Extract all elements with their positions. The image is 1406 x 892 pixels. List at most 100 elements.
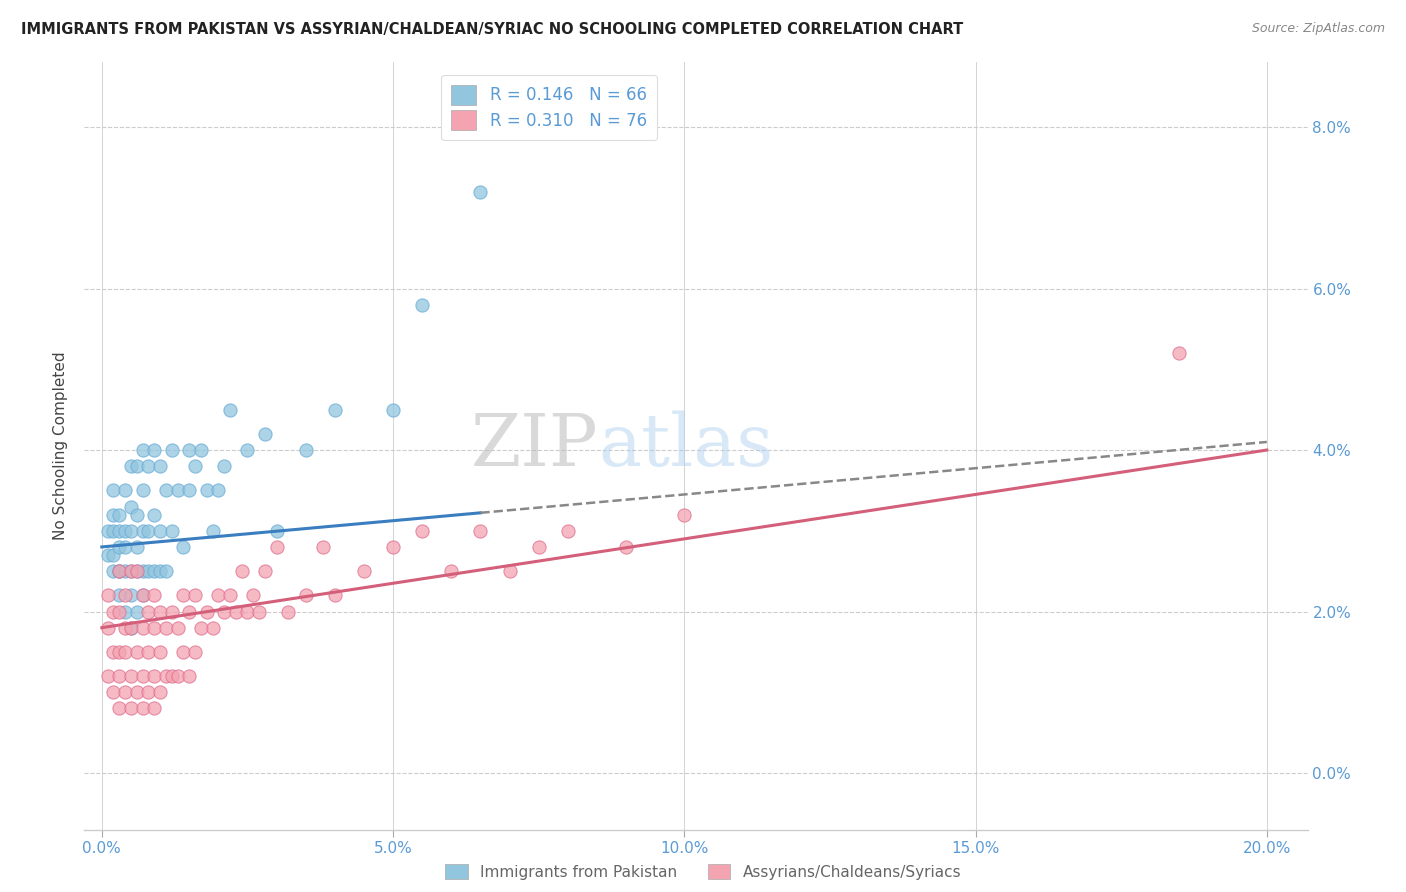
Point [382, 540, 405, 554]
Point [143, 443, 166, 458]
Point [172, 540, 194, 554]
Point [236, 443, 259, 458]
Point [242, 588, 264, 602]
Point [114, 645, 136, 659]
Point [120, 621, 142, 635]
Point [103, 508, 125, 522]
Point [172, 588, 194, 602]
Point [114, 540, 136, 554]
Point [179, 605, 201, 619]
Point [138, 564, 160, 578]
Point [231, 564, 253, 578]
Point [120, 588, 142, 602]
Point [108, 540, 131, 554]
Point [143, 669, 166, 683]
Point [131, 588, 153, 602]
Point [131, 564, 153, 578]
Point [411, 298, 433, 312]
Point [190, 443, 212, 458]
Point [114, 588, 136, 602]
Text: IMMIGRANTS FROM PAKISTAN VS ASSYRIAN/CHALDEAN/SYRIAC NO SCHOOLING COMPLETED CORR: IMMIGRANTS FROM PAKISTAN VS ASSYRIAN/CHA… [21, 22, 963, 37]
Text: Source: ZipAtlas.com: Source: ZipAtlas.com [1251, 22, 1385, 36]
Point [138, 645, 160, 659]
Point [114, 621, 136, 635]
Point [166, 669, 188, 683]
Point [382, 402, 405, 417]
Point [120, 621, 142, 635]
Point [411, 524, 433, 538]
Point [149, 459, 172, 474]
Point [236, 605, 259, 619]
Point [166, 483, 188, 498]
Point [108, 564, 131, 578]
Point [108, 605, 131, 619]
Point [114, 564, 136, 578]
Point [155, 669, 177, 683]
Point [114, 685, 136, 699]
Point [172, 645, 194, 659]
Point [225, 605, 247, 619]
Point [103, 685, 125, 699]
Point [253, 426, 276, 441]
Point [312, 540, 335, 554]
Point [125, 685, 148, 699]
Point [125, 508, 148, 522]
Point [138, 605, 160, 619]
Point [323, 588, 346, 602]
Point [143, 588, 166, 602]
Point [470, 524, 492, 538]
Point [108, 669, 131, 683]
Point [103, 564, 125, 578]
Point [498, 564, 520, 578]
Legend: R = 0.146   N = 66, R = 0.310   N = 76: R = 0.146 N = 66, R = 0.310 N = 76 [441, 75, 657, 140]
Point [125, 645, 148, 659]
Point [207, 483, 229, 498]
Point [125, 605, 148, 619]
Point [108, 524, 131, 538]
Point [131, 669, 153, 683]
Point [149, 524, 172, 538]
Point [294, 443, 316, 458]
Point [131, 588, 153, 602]
Point [97, 524, 120, 538]
Point [614, 540, 637, 554]
Point [470, 185, 492, 199]
Point [108, 564, 131, 578]
Text: ZIP: ZIP [471, 410, 598, 482]
Point [207, 588, 229, 602]
Point [179, 669, 201, 683]
Point [131, 621, 153, 635]
Point [131, 443, 153, 458]
Point [143, 508, 166, 522]
Point [143, 701, 166, 715]
Point [179, 443, 201, 458]
Point [673, 508, 696, 522]
Point [103, 524, 125, 538]
Point [247, 605, 270, 619]
Point [149, 605, 172, 619]
Point [184, 645, 207, 659]
Point [149, 645, 172, 659]
Point [212, 459, 235, 474]
Point [527, 540, 550, 554]
Point [114, 605, 136, 619]
Point [108, 508, 131, 522]
Point [97, 588, 120, 602]
Point [294, 588, 316, 602]
Point [143, 621, 166, 635]
Point [138, 685, 160, 699]
Point [179, 483, 201, 498]
Legend: Immigrants from Pakistan, Assyrians/Chaldeans/Syriacs: Immigrants from Pakistan, Assyrians/Chal… [440, 859, 966, 884]
Point [184, 459, 207, 474]
Point [131, 483, 153, 498]
Point [138, 459, 160, 474]
Point [120, 459, 142, 474]
Point [149, 564, 172, 578]
Point [190, 621, 212, 635]
Point [120, 524, 142, 538]
Point [143, 564, 166, 578]
Point [253, 564, 276, 578]
Point [114, 524, 136, 538]
Point [114, 483, 136, 498]
Point [103, 645, 125, 659]
